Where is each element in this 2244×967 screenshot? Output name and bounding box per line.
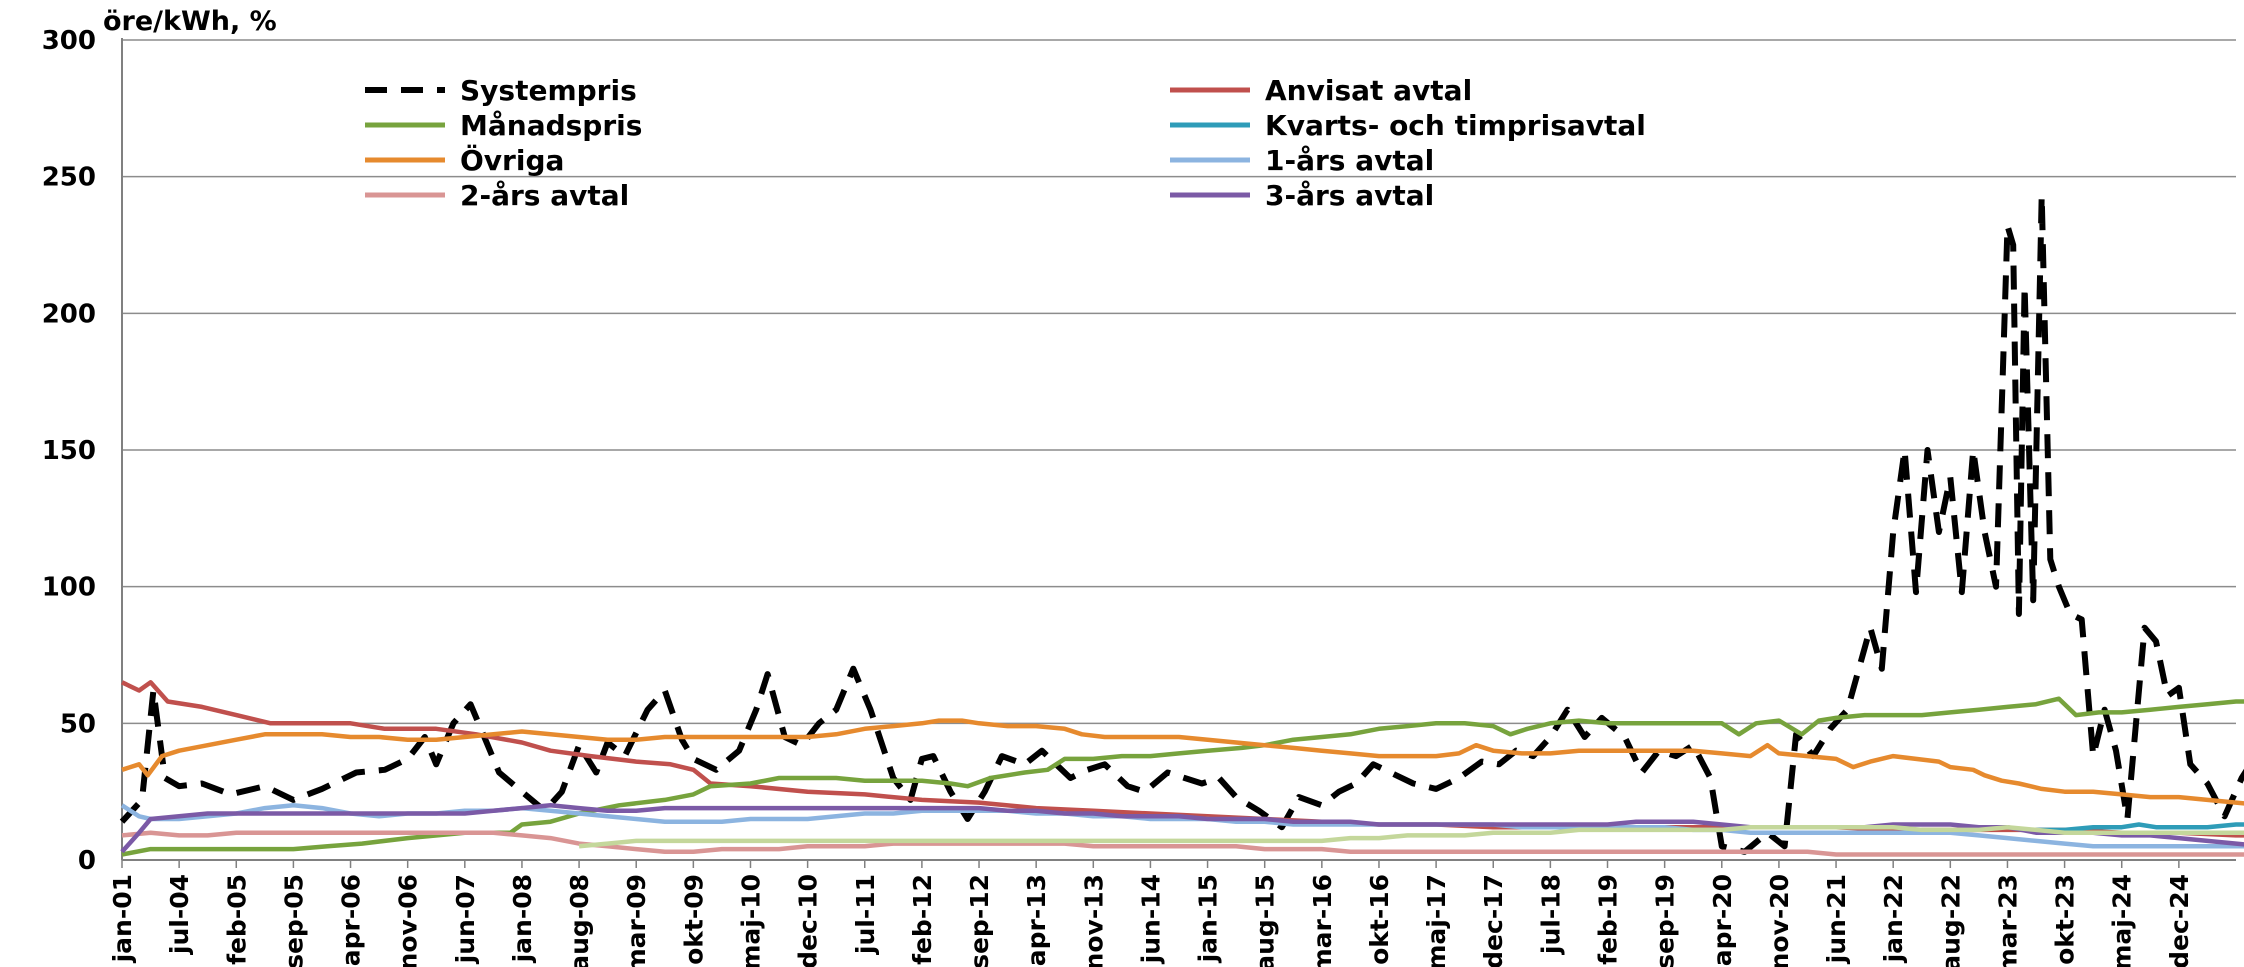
x-tick-label: jan-08: [508, 874, 537, 963]
x-tick-label: jan-15: [1194, 874, 1223, 963]
series-line-övriga: [121, 718, 2244, 806]
series-line-kvarts-och-timprisavtal: [2036, 822, 2244, 833]
x-tick-label: jul-04: [165, 874, 194, 955]
x-tick-label: feb-19: [1594, 874, 1623, 965]
x-tick-label: mar-23: [1993, 874, 2022, 967]
x-tick-label: sep-19: [1651, 874, 1680, 967]
x-tick-label: jul-11: [851, 874, 880, 955]
y-tick-label: 150: [42, 436, 96, 466]
x-tick-label: okt-16: [1365, 874, 1394, 965]
series-line-månadspris: [121, 696, 2244, 857]
x-tick-label: aug-08: [565, 874, 594, 967]
x-tick-label: maj-17: [1422, 874, 1451, 967]
series-line-3-års-avtal: [120, 803, 2244, 854]
legend: Systempris Anvisat avtal Månadspris Kvarts-…: [365, 74, 1646, 212]
x-tick-label: jan-22: [1879, 874, 1908, 963]
x-tick-label: mar-09: [622, 874, 651, 967]
x-tick-label: mar-16: [1308, 874, 1337, 967]
x-tick-label: aug-15: [1251, 874, 1280, 967]
x-tick-label: dec-24: [2165, 874, 2194, 967]
x-tick-label: feb-12: [908, 874, 937, 965]
legend-label: Systempris: [460, 74, 637, 107]
series-line-systempris: [119, 192, 2244, 855]
x-tick-label: nov-06: [394, 874, 423, 967]
y-axis-unit-label: öre/kWh, %: [103, 6, 277, 37]
x-tick-label: maj-10: [736, 874, 765, 967]
legend-label: 3-års avtal: [1265, 179, 1434, 212]
y-tick-label: 250: [42, 163, 96, 193]
x-tick-label: apr-06: [337, 874, 366, 966]
x-tick-label: okt-23: [2051, 874, 2080, 965]
series-line-2-års-avtal: [121, 830, 2244, 857]
x-tick-label: sep-12: [965, 874, 994, 967]
x-tick-label: dec-10: [794, 874, 823, 967]
x-tick-label: jun-14: [1136, 874, 1165, 964]
x-tick-label: jun-07: [451, 874, 480, 964]
x-tick-label: maj-24: [2108, 874, 2137, 967]
x-tick-label: okt-09: [679, 874, 708, 965]
x-tick-label: apr-20: [1708, 874, 1737, 966]
x-tick-label: feb-05: [222, 874, 251, 965]
x-tick-label: dec-17: [1479, 874, 1508, 967]
gridlines: [122, 39, 2236, 861]
legend-label: Övriga: [460, 143, 564, 177]
x-tick-label: jul-18: [1536, 874, 1565, 955]
x-tick-label: jan-01: [108, 874, 137, 963]
legend-label: Anvisat avtal: [1265, 74, 1472, 107]
series-line-unlabeled-8: [578, 824, 2244, 849]
x-tick-label: sep-05: [279, 874, 308, 967]
y-tick-label: 300: [42, 26, 96, 56]
x-tick-label: nov-13: [1079, 874, 1108, 967]
y-tick-label: 0: [78, 846, 96, 876]
x-tick-label: nov-20: [1765, 874, 1794, 967]
y-tick-label: 100: [42, 573, 96, 603]
x-tick-label: jun-21: [1822, 874, 1851, 964]
legend-label: 1-års avtal: [1265, 144, 1434, 177]
x-tick-label: apr-13: [1022, 874, 1051, 966]
series-lines: [119, 192, 2244, 857]
x-tick-label: aug-22: [1936, 874, 1965, 967]
legend-label: Kvarts- och timprisavtal: [1265, 109, 1646, 142]
y-tick-label: 50: [60, 709, 96, 739]
axes: 0 50 100 150 200 250 300 jan-01 jul-04 feb-05 sep-…: [42, 26, 2236, 967]
legend-label: Månadspris: [460, 109, 642, 142]
legend-label: 2-års avtal: [460, 179, 629, 212]
y-tick-label: 200: [42, 299, 96, 329]
